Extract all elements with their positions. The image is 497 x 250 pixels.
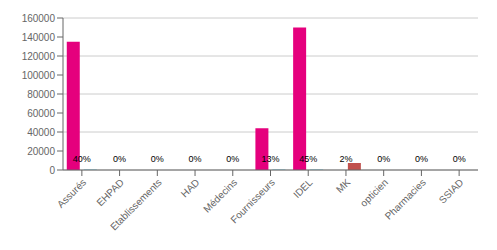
svg-text:100000: 100000 xyxy=(22,70,56,81)
svg-text:0: 0 xyxy=(49,165,55,176)
svg-text:Etablissements: Etablissements xyxy=(108,177,164,233)
svg-text:MK: MK xyxy=(334,176,353,195)
svg-text:SSIAD: SSIAD xyxy=(437,177,466,206)
svg-text:40%: 40% xyxy=(73,154,91,164)
svg-text:opticien: opticien xyxy=(358,177,390,209)
svg-text:13%: 13% xyxy=(261,154,279,164)
svg-text:Pharmacies: Pharmacies xyxy=(383,177,428,222)
svg-text:0%: 0% xyxy=(113,154,126,164)
svg-text:60000: 60000 xyxy=(27,108,55,119)
svg-text:160000: 160000 xyxy=(22,13,56,24)
svg-text:0%: 0% xyxy=(453,154,466,164)
svg-text:Médecins: Médecins xyxy=(201,177,239,215)
svg-text:2%: 2% xyxy=(339,154,352,164)
svg-text:45%: 45% xyxy=(299,154,317,164)
svg-text:Assurés: Assurés xyxy=(55,177,88,210)
svg-text:HAD: HAD xyxy=(179,177,202,200)
svg-text:0%: 0% xyxy=(415,154,428,164)
svg-text:0%: 0% xyxy=(189,154,202,164)
svg-text:EHPAD: EHPAD xyxy=(94,177,126,209)
svg-text:0%: 0% xyxy=(151,154,164,164)
svg-text:IDEL: IDEL xyxy=(291,176,315,200)
svg-text:40000: 40000 xyxy=(27,127,55,138)
svg-text:140000: 140000 xyxy=(22,32,56,43)
svg-text:0%: 0% xyxy=(226,154,239,164)
svg-text:20000: 20000 xyxy=(27,146,55,157)
svg-text:120000: 120000 xyxy=(22,51,56,62)
svg-text:80000: 80000 xyxy=(27,89,55,100)
svg-text:Fournisseurs: Fournisseurs xyxy=(228,177,277,226)
svg-text:0%: 0% xyxy=(377,154,390,164)
